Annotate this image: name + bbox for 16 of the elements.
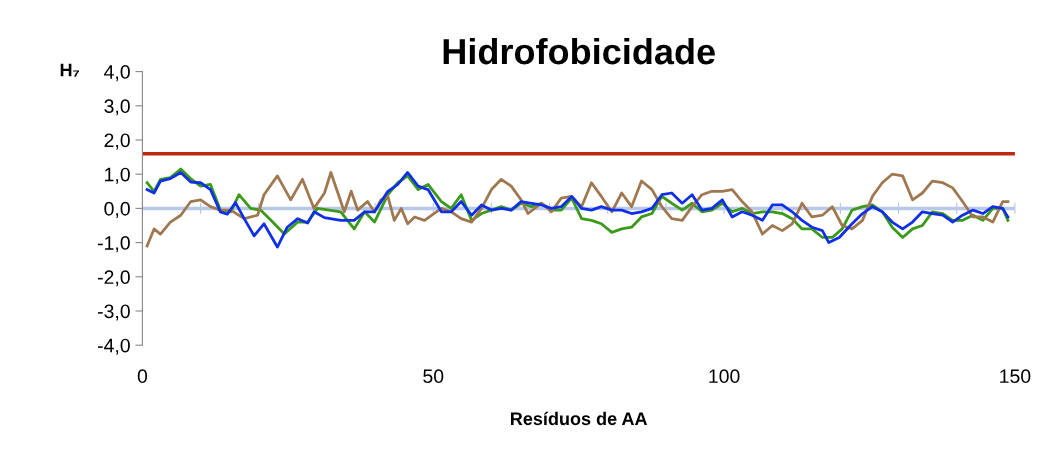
y-tick-label: -3,0 (97, 304, 130, 321)
y-tick-label: -4,0 (97, 338, 130, 355)
x-axis-title: Resíduos de AA (510, 411, 648, 426)
x-tick-label: 150 (1000, 369, 1031, 384)
y-tick-label: 0,0 (104, 201, 130, 218)
y-tick-label: -1,0 (97, 236, 130, 253)
y-axis-title: H₇ (60, 63, 80, 77)
y-tick-label: -2,0 (97, 270, 130, 287)
y-tick-label: 2,0 (104, 133, 130, 150)
chart-title: Hidrofobicidade (443, 37, 715, 65)
y-tick-label: 3,0 (104, 99, 130, 116)
x-tick-label: 100 (709, 369, 740, 384)
y-tick-label: 4,0 (104, 65, 130, 82)
x-tick-label: 0 (137, 369, 148, 384)
x-tick-label: 50 (423, 369, 444, 384)
y-tick-label: 1,0 (105, 167, 130, 184)
